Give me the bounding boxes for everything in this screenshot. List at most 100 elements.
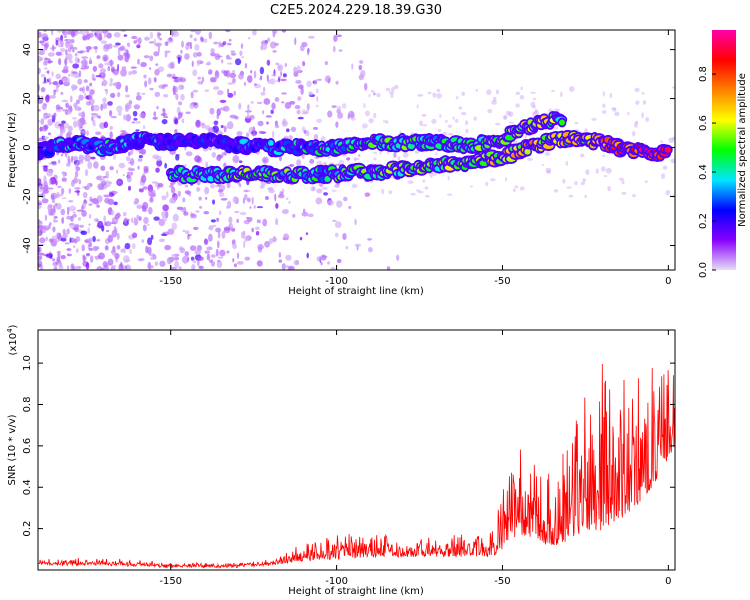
spectrogram-noise-blob bbox=[343, 196, 348, 202]
spectrogram-noise-blob bbox=[105, 229, 110, 233]
spectrogram-noise-blob bbox=[544, 152, 551, 156]
spectrogram-noise-blob bbox=[565, 160, 569, 166]
spectrogram-noise-blob bbox=[66, 215, 73, 220]
spectrogram-noise-blob bbox=[55, 203, 58, 206]
spectrogram-noise-blob bbox=[153, 111, 157, 117]
spectrogram-noise-blob bbox=[486, 89, 492, 96]
spectrogram-noise-blob bbox=[128, 151, 131, 157]
spectrogram-noise-blob bbox=[147, 264, 154, 269]
spectrogram-noise-blob bbox=[199, 206, 203, 209]
spectrogram-noise-blob bbox=[92, 245, 98, 252]
spectrogram-noise-blob bbox=[641, 112, 644, 119]
spectrogram-noise-blob bbox=[118, 162, 126, 169]
spectrogram-noise-blob bbox=[60, 208, 66, 216]
spectrogram-noise-blob bbox=[72, 71, 78, 74]
spectrogram-noise-blob bbox=[414, 150, 420, 155]
spectrogram-noise-blob bbox=[61, 120, 66, 124]
spectrogram-noise-blob bbox=[165, 191, 169, 198]
spectrogram-noise-blob bbox=[85, 100, 92, 106]
spectrogram-noise-blob bbox=[262, 218, 268, 227]
spectrogram-noise-blob bbox=[154, 182, 159, 188]
spectrogram-noise-blob bbox=[160, 233, 168, 236]
y-tick-label: 20 bbox=[22, 92, 33, 105]
spectrogram-noise-blob bbox=[351, 183, 358, 189]
spectrogram-noise-blob bbox=[391, 86, 395, 92]
spectrogram-noise-blob bbox=[161, 195, 167, 201]
spectrogram-noise-blob bbox=[530, 101, 536, 108]
spectrogram-noise-blob bbox=[170, 186, 176, 194]
spectrogram-noise-blob bbox=[281, 92, 287, 95]
spectrogram-noise-blob bbox=[247, 217, 253, 223]
spectrogram-noise-blob bbox=[574, 121, 579, 125]
spectrogram-noise-blob bbox=[281, 101, 285, 104]
spectrogram-noise-blob bbox=[243, 81, 247, 86]
spectrogram-noise-blob bbox=[174, 260, 180, 269]
spectrogram-noise-blob bbox=[219, 210, 222, 215]
spectrogram-noise-blob bbox=[301, 153, 305, 159]
spectrogram-noise-blob bbox=[111, 248, 117, 256]
spectrogram-noise-blob bbox=[88, 203, 93, 206]
spectrogram-noise-blob bbox=[125, 85, 129, 93]
spectrogram-noise-blob bbox=[55, 73, 62, 80]
spectrogram-noise-blob bbox=[385, 120, 389, 124]
spectrogram-noise-blob bbox=[78, 112, 84, 117]
spectrogram-noise-blob bbox=[129, 158, 135, 166]
spectrogram-noise-blob bbox=[331, 105, 337, 109]
spectrogram-noise-blob bbox=[574, 181, 578, 186]
spectrogram-noise-blob bbox=[53, 89, 57, 92]
spectrogram-noise-blob bbox=[177, 56, 181, 64]
spectrogram-noise-blob bbox=[153, 216, 160, 221]
spectrogram-noise-blob bbox=[69, 205, 76, 212]
spectrogram-noise-blob bbox=[82, 255, 86, 263]
spectrogram-noise-blob bbox=[57, 185, 62, 189]
spectrogram-noise-blob bbox=[236, 252, 240, 259]
spectrogram-noise-blob bbox=[281, 30, 287, 33]
spectrogram-noise-blob bbox=[363, 82, 368, 91]
spectrogram-noise-blob bbox=[444, 119, 448, 123]
spectrogram-noise-blob bbox=[38, 229, 43, 237]
spectrogram-noise-blob bbox=[210, 48, 215, 54]
spectrogram-noise-blob bbox=[185, 111, 191, 115]
spectrogram-noise-blob bbox=[231, 69, 236, 74]
spectrogram-noise-blob bbox=[163, 94, 169, 98]
spectrogram-noise-blob bbox=[279, 191, 284, 197]
spectrogram-noise-blob bbox=[255, 226, 260, 231]
spectrogram-noise-blob bbox=[473, 116, 477, 121]
spectrogram-noise-blob bbox=[84, 154, 91, 162]
spectrogram-noise-blob bbox=[661, 173, 666, 179]
spectrogram-noise-blob bbox=[305, 132, 310, 137]
spectrogram-noise-blob bbox=[645, 117, 650, 122]
spectrogram-noise-blob bbox=[641, 92, 645, 95]
spectrogram-noise-blob bbox=[217, 256, 224, 259]
spectrogram-noise-blob bbox=[160, 113, 168, 117]
spectrogram-noise-blob bbox=[66, 228, 70, 235]
spectrogram-noise-blob bbox=[568, 194, 574, 198]
spectrogram-noise-blob bbox=[635, 100, 640, 105]
spectrogram-noise-blob bbox=[190, 256, 195, 261]
spectrogram-noise-blob bbox=[553, 126, 559, 130]
spectrogram-noise-blob bbox=[359, 60, 364, 64]
spectrogram-noise-blob bbox=[189, 103, 195, 110]
spectrogram-noise-blob bbox=[277, 194, 285, 199]
spectrogram-noise-blob bbox=[348, 110, 355, 119]
spectrogram-noise-blob bbox=[161, 211, 167, 218]
spectrogram-noise-blob bbox=[44, 58, 50, 61]
spectrogram-noise-blob bbox=[275, 62, 280, 66]
spectrogram-noise-blob bbox=[164, 162, 168, 169]
spectrogram-noise-blob bbox=[334, 221, 342, 228]
spectrogram-noise-blob bbox=[88, 214, 92, 219]
spectrogram-noise-blob bbox=[260, 91, 266, 96]
spectrogram-noise-blob bbox=[644, 180, 648, 183]
spectrogram-noise-blob bbox=[90, 156, 96, 160]
spectrogram-noise-blob bbox=[216, 217, 220, 222]
spectrogram-noise-blob bbox=[63, 77, 70, 85]
spectrogram-noise-blob bbox=[249, 114, 255, 120]
spectrogram-noise-blob bbox=[55, 85, 59, 93]
spectrogram-noise-blob bbox=[203, 38, 208, 43]
spectrogram-noise-blob bbox=[584, 128, 588, 133]
spectrogram-noise-blob bbox=[373, 112, 377, 119]
spectrogram-noise-blob bbox=[103, 33, 107, 38]
spectrogram-noise-blob bbox=[300, 87, 304, 95]
spectrogram-noise-blob bbox=[447, 193, 453, 196]
spectrogram-noise-blob bbox=[204, 186, 210, 195]
